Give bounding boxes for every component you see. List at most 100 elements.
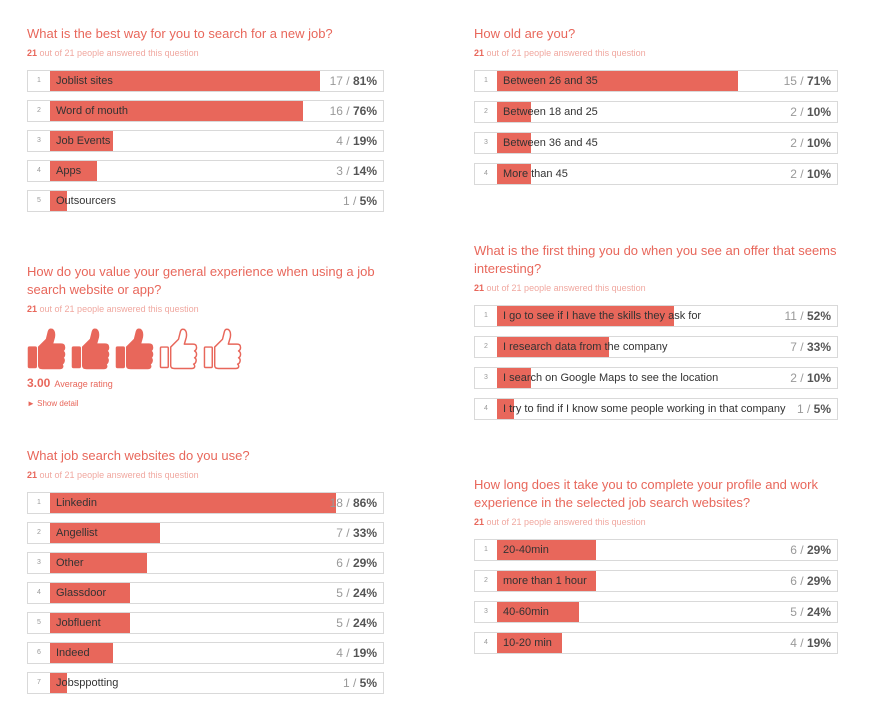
answer-bar-row: 7 Jobsppotting 1 / 5% [27,672,384,694]
show-detail-link[interactable]: ► Show detail [27,399,79,408]
bar-list: 1 Joblist sites 17 / 81% 2 Word of mouth 16 /… [27,70,384,212]
question-title: How old are you? [474,26,576,41]
thumb-up-outline-icon [203,328,242,370]
answer-label: Word of mouth [56,105,128,117]
answer-label: Indeed [56,647,90,659]
answer-bar-fill [50,553,147,573]
answered-info: 21 out of 21 people answered this questi… [474,517,646,527]
answered-info: 21 out of 21 people answered this questi… [27,48,199,58]
answer-bar-fill [50,613,130,633]
answer-bar-row: 1 20-40min 6 / 29% [474,539,838,561]
answer-label: Between 18 and 25 [503,106,598,118]
answer-bar-fill [497,368,531,388]
answer-index: 1 [484,546,488,553]
answer-count: 6 [790,574,797,588]
answer-index: 4 [484,405,488,412]
answer-bar-fill [50,71,320,91]
answer-index: 1 [484,312,488,319]
answer-bar-row: 2 I research data from the company 7 / 33% [474,336,838,358]
answer-label: I go to see if I have the skills they as… [503,310,702,322]
answer-bar-fill [497,306,674,326]
answer-index: 1 [37,499,41,506]
answer-count: 7 [790,340,797,354]
answer-bar-fill [497,571,596,591]
answer-value: 16 / 76% [329,104,377,118]
answer-bar-fill [497,71,738,91]
answer-percent: 5% [359,676,377,690]
answer-label: Joblist sites [56,75,113,87]
answer-count: 17 [329,74,343,88]
answer-bar-fill [497,399,514,419]
answer-bar-row: 1 Joblist sites 17 / 81% [27,70,384,92]
answer-label: Outsourcers [56,195,116,207]
answer-percent: 10% [806,167,831,181]
answer-value: 5 / 24% [336,586,377,600]
answer-bar-row: 3 40-60min 5 / 24% [474,601,838,623]
answer-percent: 81% [352,74,377,88]
question-age: How old are you? 21 out of 21 people ans… [474,25,838,194]
answer-percent: 33% [352,526,377,540]
answer-index: 2 [484,577,488,584]
answer-index: 7 [37,679,41,686]
answer-bar-row: 6 Indeed 4 / 19% [27,642,384,664]
answer-percent: 29% [806,574,831,588]
answer-bar-fill [497,602,579,622]
answer-value: 17 / 81% [329,74,377,88]
answer-percent: 10% [806,105,831,119]
answer-bar-fill [497,633,562,653]
answer-bar-row: 3 I search on Google Maps to see the loca… [474,367,838,389]
question-first-thing: What is the first thing you do when you … [474,242,838,429]
answer-value: 1 / 5% [342,194,377,208]
question-experience-rating: How do you value your general experience… [27,263,384,408]
answer-percent: 24% [352,616,377,630]
answer-index: 6 [37,649,41,656]
rating-label: Average rating [54,379,113,389]
bar-list: 1 Linkedin 18 / 86% 2 Angellist 7 / 33% 3 Other… [27,492,384,694]
answer-count: 5 [790,605,797,619]
answer-label: 20-40min [503,544,549,556]
answer-bar-fill [50,523,160,543]
answer-bar-row: 1 Between 26 and 35 15 / 71% [474,70,838,92]
answer-value: 18 / 86% [329,496,377,510]
answer-percent: 19% [806,636,831,650]
bar-list: 1 I go to see if I have the skills they a… [474,305,838,420]
answer-percent: 52% [806,309,831,323]
answer-count: 5 [336,586,343,600]
answer-value: 6 / 29% [790,574,831,588]
answer-index: 2 [37,107,41,114]
answer-label: more than 1 hour [503,575,587,587]
answer-label: Between 36 and 45 [503,137,598,149]
answer-bar-fill [50,493,336,513]
answer-label: Between 26 and 35 [503,75,598,87]
answer-index: 3 [484,139,488,146]
answer-index: 3 [37,137,41,144]
answer-index: 4 [37,589,41,596]
answered-info: 21 out of 21 people answered this questi… [474,48,646,58]
bar-list: 1 20-40min 6 / 29% 2 more than 1 hour 6 / 29%… [474,539,838,654]
question-title: What is the first thing you do when you … [474,243,837,276]
average-rating: 3.00 Average rating [27,376,384,390]
answer-index: 3 [484,374,488,381]
answer-label: Jobsppotting [56,677,119,689]
answer-bar-fill [497,337,609,357]
answer-count: 7 [336,526,343,540]
question-best-way-search: What is the best way for you to search f… [27,25,384,220]
answer-bar-fill [497,164,531,184]
answer-count: 4 [336,134,343,148]
answer-label: Glassdoor [56,587,107,599]
answer-count: 2 [790,371,797,385]
answer-label: Other [56,557,84,569]
answer-value: 1 / 5% [796,402,831,416]
answer-count: 15 [783,74,797,88]
answer-count: 2 [790,136,797,150]
question-job-websites: What job search websites do you use? 21 … [27,447,384,702]
answer-count: 4 [336,646,343,660]
answer-bar-row: 5 Jobfluent 5 / 24% [27,612,384,634]
answer-count: 18 [329,496,343,510]
answer-percent: 33% [806,340,831,354]
answer-bar-fill [50,643,113,663]
answer-index: 4 [37,167,41,174]
answer-bar-row: 4 Apps 3 / 14% [27,160,384,182]
bar-list: 1 Between 26 and 35 15 / 71% 2 Between 18 an… [474,70,838,185]
answer-value: 5 / 24% [336,616,377,630]
